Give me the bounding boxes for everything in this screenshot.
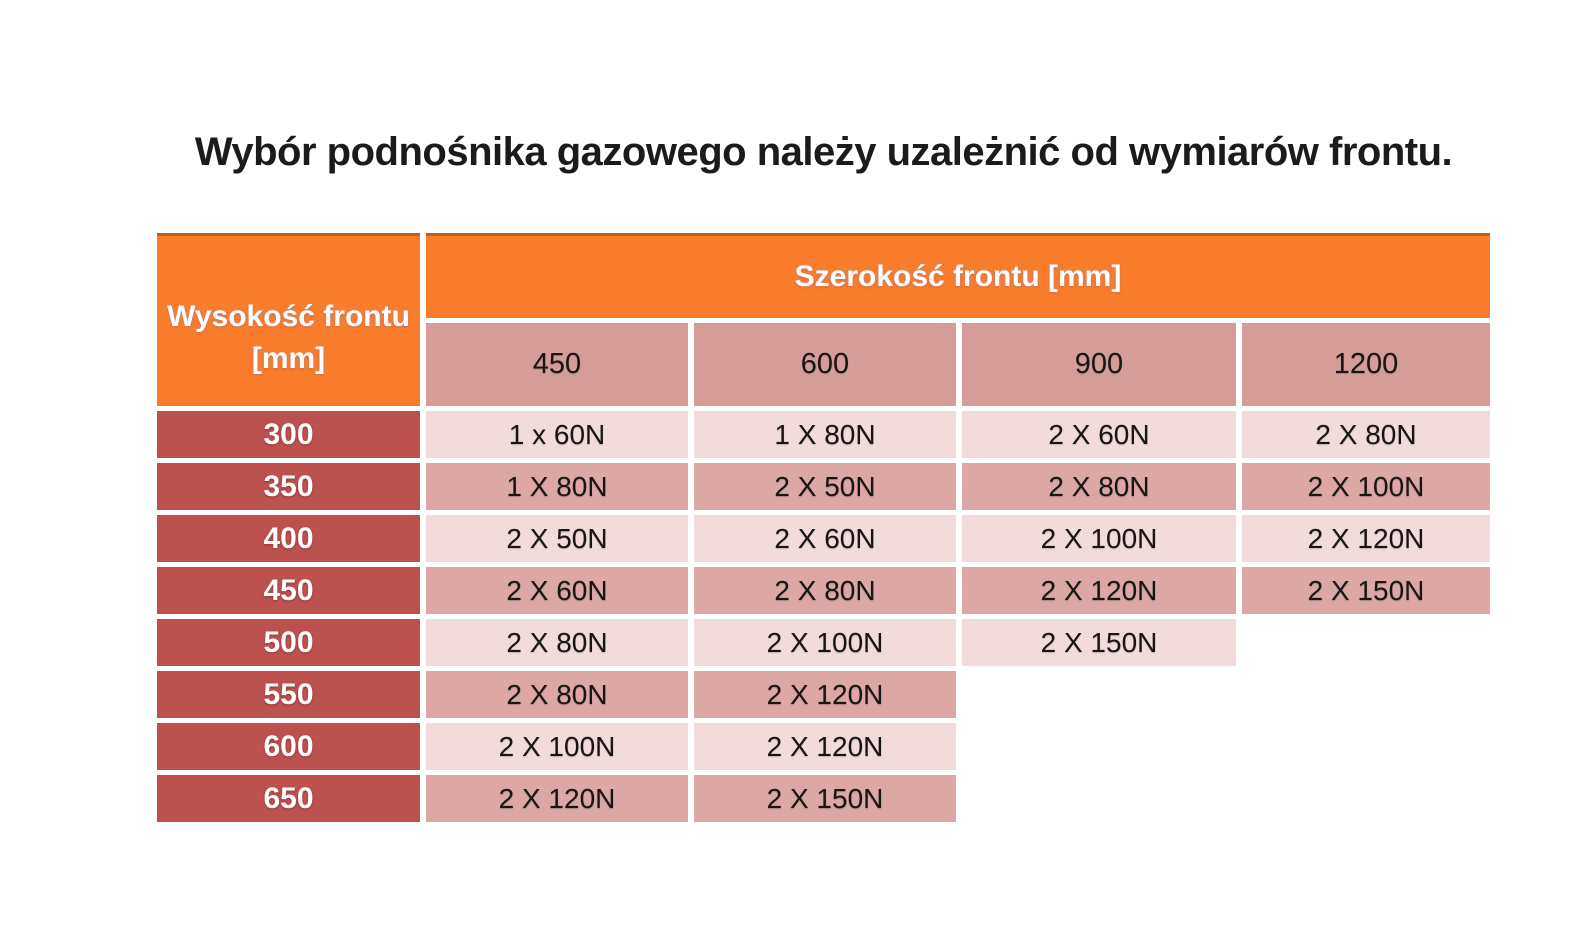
column-headers-row: 450 600 900 1200 [426,323,1490,406]
table-header: Wysokość frontu [mm] Szerokość frontu [m… [157,233,1490,406]
gas-lift-selection-table: Wysokość frontu [mm] Szerokość frontu [m… [157,233,1490,822]
row-header-450: 450 [157,567,420,614]
cell-h350-w1200: 2 X 100N [1242,463,1490,510]
cell-h300-w1200: 2 X 80N [1242,411,1490,458]
cell-h400-w900: 2 X 100N [962,515,1236,562]
cell-h400-w600: 2 X 60N [694,515,956,562]
page-title: Wybór podnośnika gazowego należy uzależn… [194,130,1453,174]
row-header-400: 400 [157,515,420,562]
cell-h350-w900: 2 X 80N [962,463,1236,510]
column-header-450: 450 [426,323,688,406]
cell-h500-w450: 2 X 80N [426,619,688,666]
cell-h450-w900: 2 X 120N [962,567,1236,614]
row-axis-header-line2: [mm] [251,342,326,375]
cell-h400-w1200: 2 X 120N [1242,515,1490,562]
cell-h300-w600: 1 X 80N [694,411,956,458]
table-row-600: 600 2 X 100N 2 X 120N [157,723,1490,770]
table-row-350: 350 1 X 80N 2 X 50N 2 X 80N 2 X 100N [157,463,1490,510]
cell-h600-w450: 2 X 100N [426,723,688,770]
row-header-500: 500 [157,619,420,666]
row-header-600: 600 [157,723,420,770]
table-row-550: 550 2 X 80N 2 X 120N [157,671,1490,718]
cell-h650-w450: 2 X 120N [426,775,688,822]
cell-h550-w600: 2 X 120N [694,671,956,718]
cell-h500-w600: 2 X 100N [694,619,956,666]
column-header-600: 600 [694,323,956,406]
cell-h450-w1200: 2 X 150N [1242,567,1490,614]
cell-h300-w450: 1 x 60N [426,411,688,458]
row-axis-header-line1: Wysokość frontu [167,300,410,333]
cell-h500-w900: 2 X 150N [962,619,1236,666]
col-axis-header-cell: Szerokość frontu [mm] [426,233,1490,318]
table-row-400: 400 2 X 50N 2 X 60N 2 X 100N 2 X 120N [157,515,1490,562]
table-row-300: 300 1 x 60N 1 X 80N 2 X 60N 2 X 80N [157,411,1490,458]
cell-h600-w600: 2 X 120N [694,723,956,770]
column-header-900: 900 [962,323,1236,406]
table-body: 300 1 x 60N 1 X 80N 2 X 60N 2 X 80N 350 1 X 80… [157,411,1490,822]
cell-h300-w900: 2 X 60N [962,411,1236,458]
cell-h350-w450: 1 X 80N [426,463,688,510]
row-header-550: 550 [157,671,420,718]
row-axis-header-cell: Wysokość frontu [mm] [157,233,420,406]
table-row-500: 500 2 X 80N 2 X 100N 2 X 150N [157,619,1490,666]
cell-h450-w450: 2 X 60N [426,567,688,614]
column-header-group: Szerokość frontu [mm] 450 600 900 1200 [426,233,1490,406]
table-row-450: 450 2 X 60N 2 X 80N 2 X 120N 2 X 150N [157,567,1490,614]
cell-h350-w600: 2 X 50N [694,463,956,510]
column-header-1200: 1200 [1242,323,1490,406]
cell-h550-w450: 2 X 80N [426,671,688,718]
cell-h450-w600: 2 X 80N [694,567,956,614]
row-header-300: 300 [157,411,420,458]
table-row-650: 650 2 X 120N 2 X 150N [157,775,1490,822]
row-header-350: 350 [157,463,420,510]
row-header-650: 650 [157,775,420,822]
cell-h400-w450: 2 X 50N [426,515,688,562]
cell-h650-w600: 2 X 150N [694,775,956,822]
